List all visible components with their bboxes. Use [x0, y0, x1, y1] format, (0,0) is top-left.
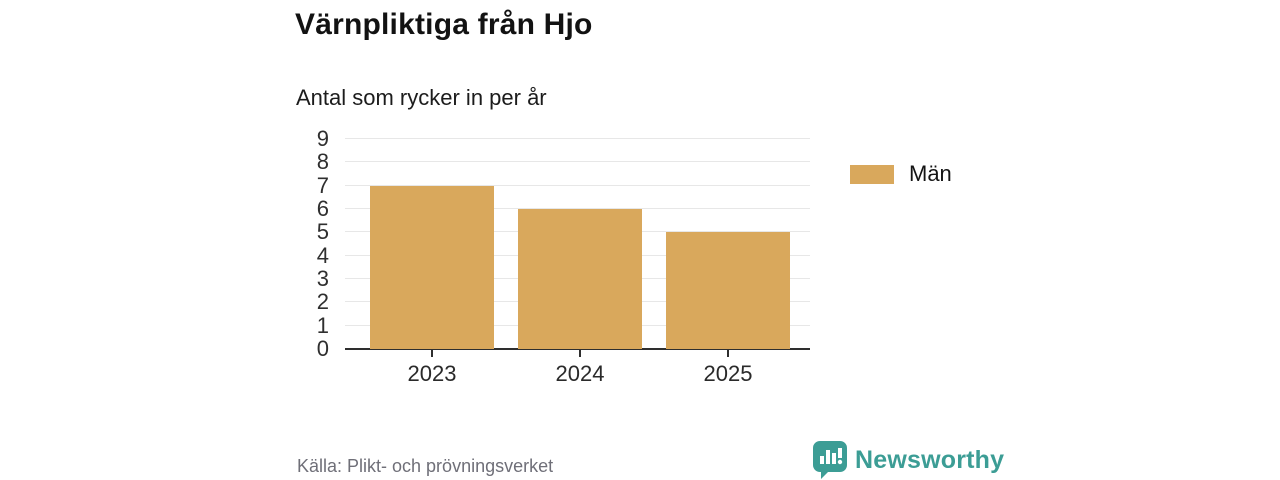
x-axis-tick: [431, 350, 433, 357]
y-tick-label: 3: [316, 266, 329, 291]
y-tick-label: 6: [316, 196, 329, 221]
legend: Män: [850, 161, 952, 187]
x-tick-label: 2025: [703, 361, 753, 386]
chart-subtitle: Antal som rycker in per år: [296, 85, 547, 110]
y-tick-label: 7: [316, 172, 329, 198]
chart-title: Värnpliktiga från Hjo: [295, 8, 593, 41]
gridline: [345, 184, 810, 186]
plot-area: 2023 2024 2025: [345, 138, 810, 386]
brand-logo: Newsworthy: [813, 441, 1004, 479]
y-tick-label: 1: [316, 312, 329, 338]
y-tick-label: 0: [316, 336, 329, 361]
bar-2023: [370, 185, 494, 349]
y-tick-label: 9: [316, 126, 329, 151]
x-tick-label: 2024: [555, 361, 605, 386]
x-axis-tick: [579, 350, 581, 357]
brand-name: Newsworthy: [855, 445, 1005, 474]
x-axis-tick: [727, 350, 729, 357]
source-caption: Källa: Plikt- och prövningsverket: [297, 456, 554, 476]
x-tick-label: 2023: [407, 361, 457, 386]
y-tick-label: 5: [316, 219, 329, 245]
bar-chart-speech-bubble-icon: [813, 441, 847, 479]
y-tick-label: 2: [316, 289, 329, 315]
bar-2024: [518, 209, 642, 349]
x-axis-line: [345, 348, 810, 350]
y-tick-label: 4: [316, 242, 329, 268]
gridline: [345, 138, 810, 139]
legend-swatch: [850, 164, 894, 184]
legend-label: Män: [909, 161, 952, 186]
gridline: [345, 161, 810, 163]
y-tick-label: 8: [316, 149, 329, 175]
bar-2025: [666, 232, 790, 349]
gridline: [345, 208, 810, 210]
